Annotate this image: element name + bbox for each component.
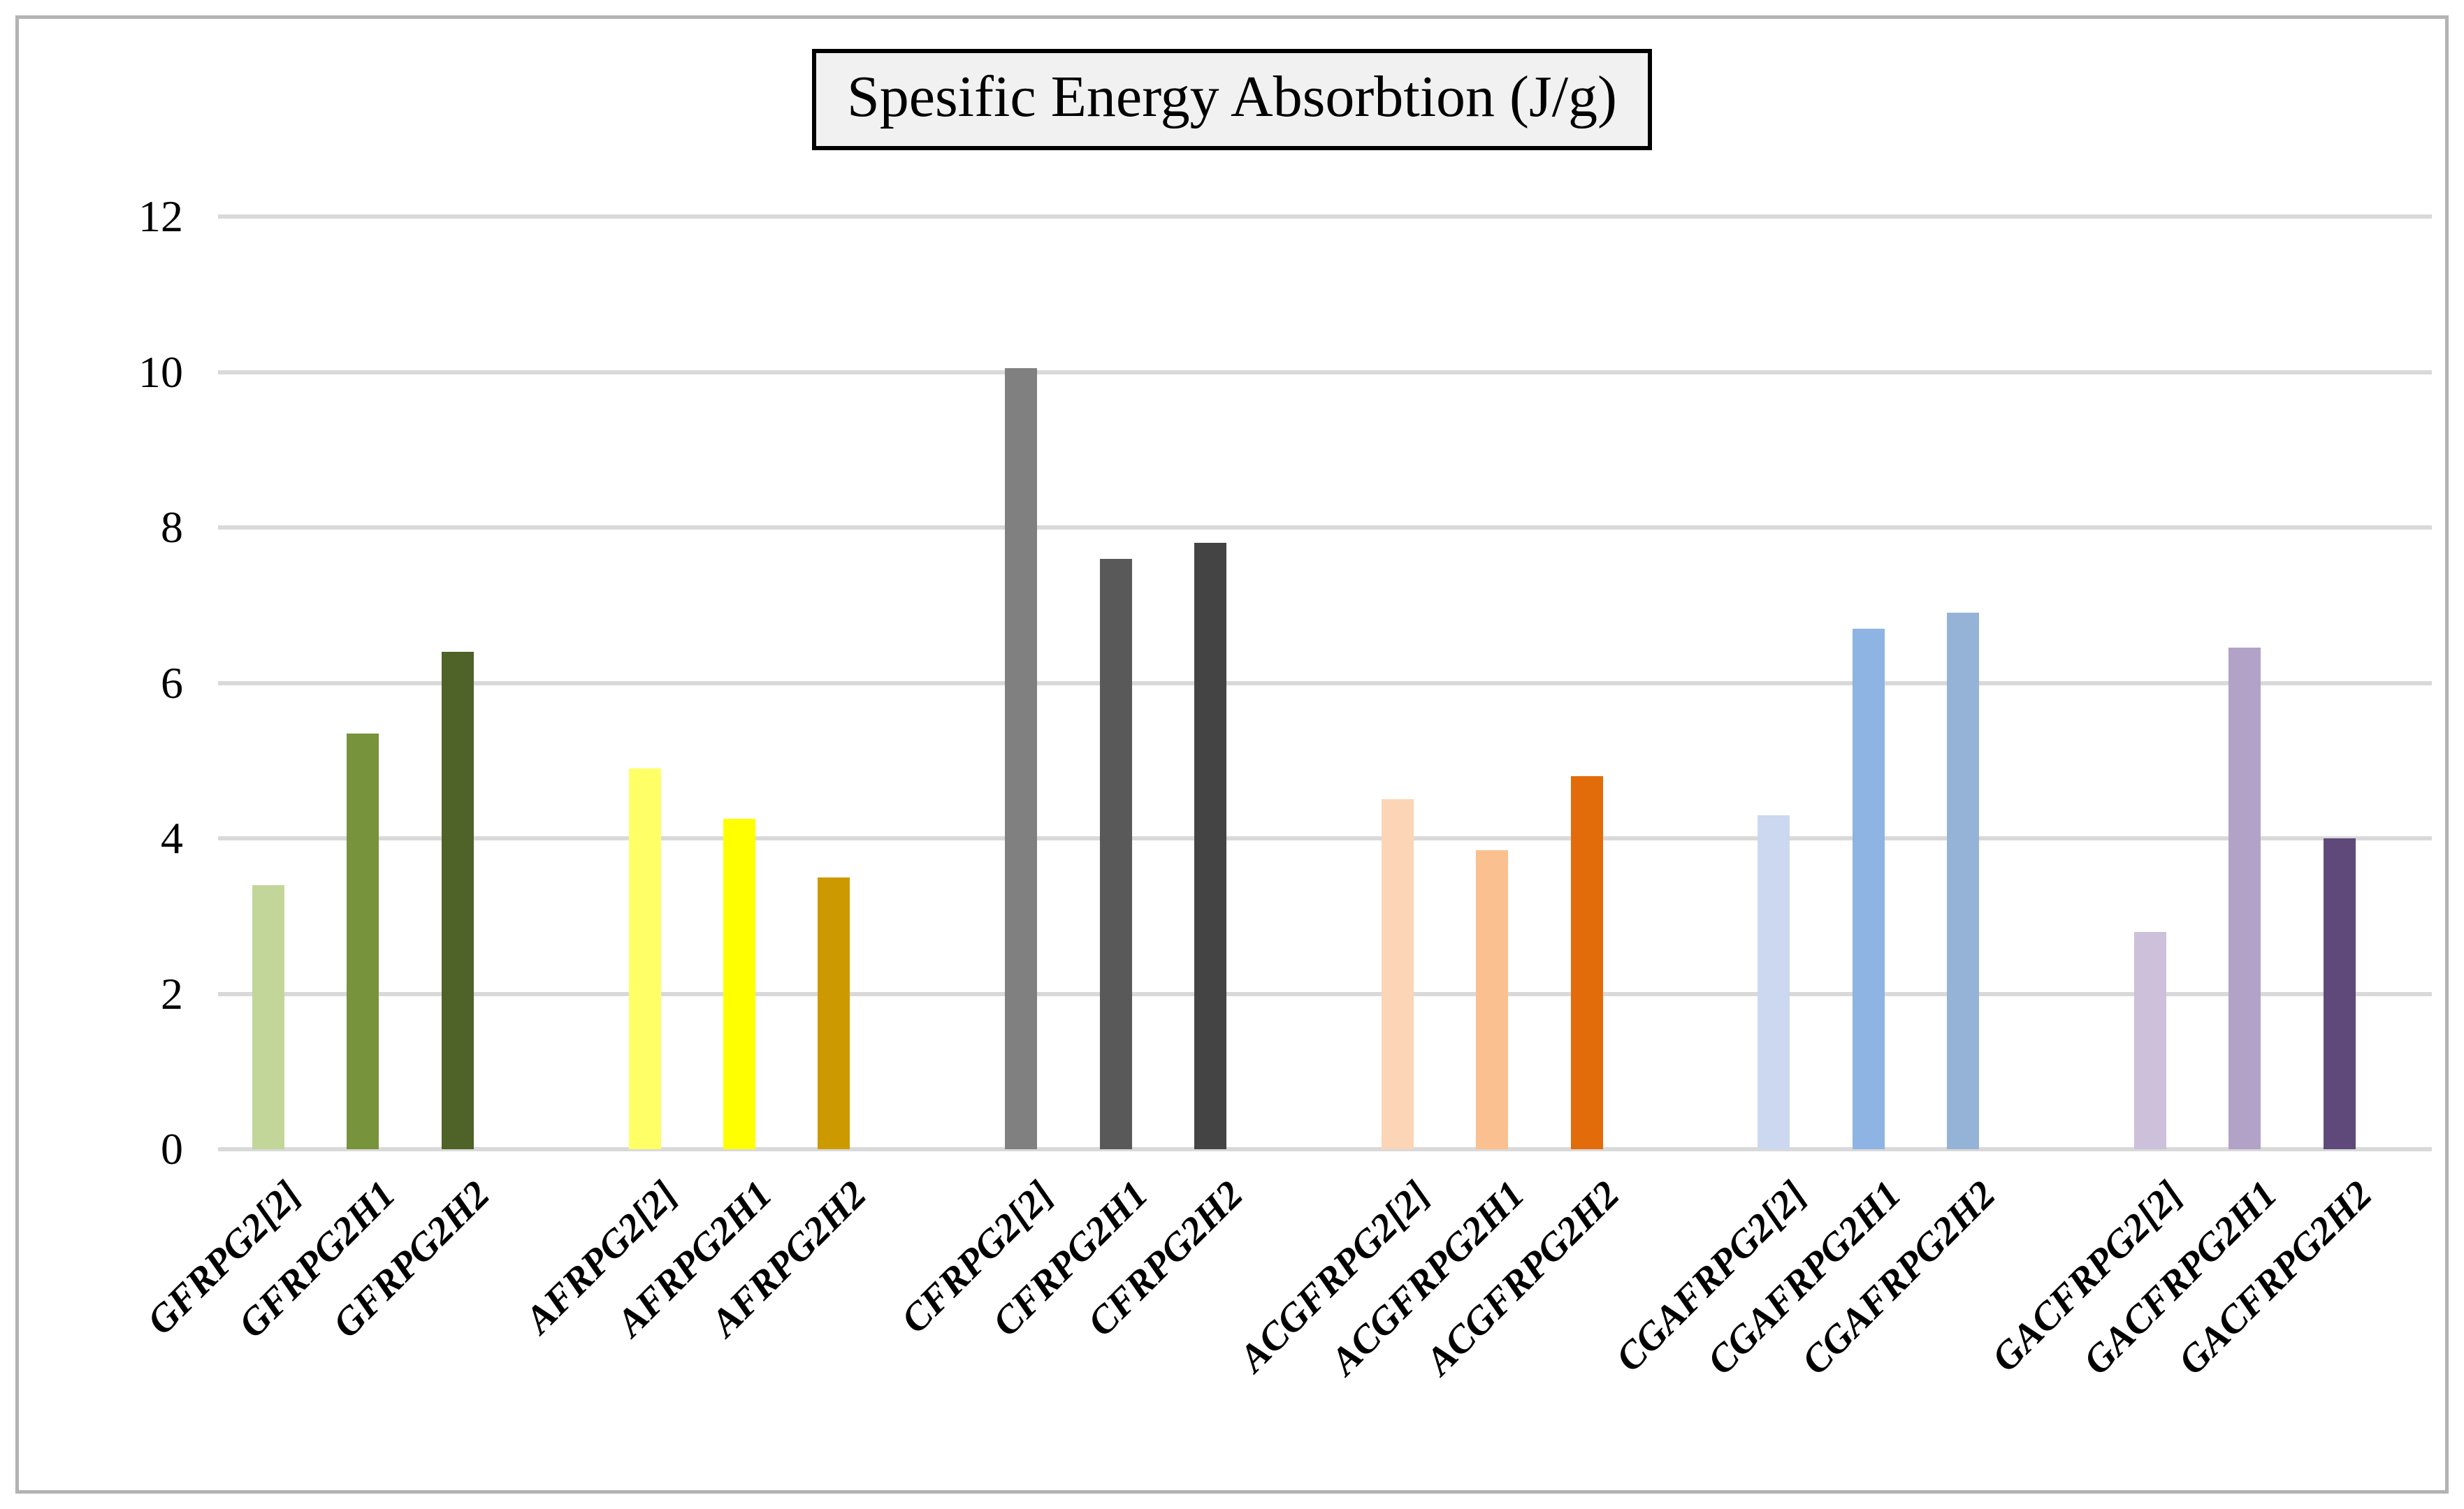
y-tick-label: 10: [138, 347, 183, 397]
bar-ACGFRPG2[2]: [1381, 799, 1414, 1149]
gridline: [218, 214, 2432, 219]
y-tick-label: 12: [138, 191, 183, 241]
bar-CGAFRPG2[2]: [1758, 815, 1790, 1149]
bar-ACGFRPG2H1: [1476, 850, 1509, 1149]
bar-CGAFRPG2H2: [1947, 613, 1980, 1149]
bar-AFRPG2H1: [723, 819, 755, 1149]
bar-AFRPG2H2: [818, 877, 850, 1149]
y-tick-label: 4: [161, 813, 183, 863]
gridline: [218, 991, 2432, 996]
y-tick-label: 0: [161, 1124, 183, 1174]
bar-GACFRPG2H1: [2229, 648, 2261, 1149]
chart-title: Spesific Energy Absorbtion (J/g): [811, 49, 1653, 150]
bar-ACGFRPG2H2: [1570, 776, 1603, 1149]
y-tick-label: 2: [161, 968, 183, 1019]
y-axis: 0 2 4 6 8 10 12: [0, 191, 183, 1174]
bar-CFRPG2[2]: [1005, 367, 1038, 1149]
bar-CGAFRPG2H1: [1852, 628, 1885, 1149]
x-axis-labels: GFRPG2[2] GFRPG2H1 GFRPG2H2 AFRPG2[2] AFRPG2…: [139, 1151, 2432, 1473]
gridline: [218, 680, 2432, 685]
gridline: [218, 525, 2432, 530]
plot-area: [218, 214, 2432, 1151]
bar-CFRPG2H2: [1194, 543, 1226, 1149]
y-tick-label: 6: [161, 657, 183, 708]
bar-GFRPG2H2: [441, 652, 474, 1149]
gridline: [218, 836, 2432, 840]
bar-GACFRPG2H2: [2323, 838, 2356, 1149]
bar-GACFRPG2[2]: [2134, 931, 2166, 1149]
gridline: [218, 370, 2432, 374]
chart-outer-frame: [15, 15, 2449, 1494]
y-tick-label: 8: [161, 502, 183, 552]
bar-CFRPG2H1: [1099, 558, 1132, 1149]
bar-AFRPG2[2]: [628, 768, 661, 1149]
bar-GFRPG2H1: [347, 733, 379, 1149]
gridline: [218, 1147, 2432, 1151]
bar-GFRPG2[2]: [252, 884, 284, 1149]
